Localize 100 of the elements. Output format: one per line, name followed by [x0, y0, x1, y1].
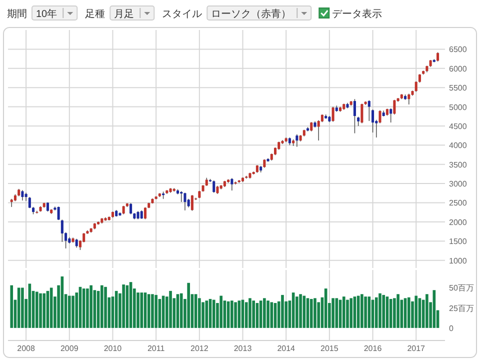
bar — [21, 288, 24, 328]
bar — [306, 298, 310, 328]
x-tick-label: 2017 — [407, 344, 426, 353]
bar — [252, 300, 255, 328]
bar — [147, 294, 150, 328]
x-tick-label: 2008 — [17, 344, 36, 353]
text: 期間 — [7, 8, 27, 20]
bar — [136, 292, 140, 328]
y-tick-label: 6000 — [449, 64, 468, 74]
y-tick-label: 25百万 — [449, 304, 474, 313]
candlestick — [360, 103, 364, 124]
bar — [72, 296, 74, 328]
y-tick-label: 5500 — [449, 84, 468, 93]
bar — [266, 300, 270, 328]
y-tick-label: 4000 — [449, 141, 468, 150]
bar — [198, 298, 201, 328]
bar — [169, 290, 172, 328]
bar — [342, 296, 346, 328]
y-tick-label: 2500 — [449, 198, 468, 208]
x-tick-label: 2010 — [104, 344, 122, 353]
bar — [360, 294, 364, 328]
bar — [335, 298, 338, 328]
bar — [396, 294, 400, 328]
x-tick-label: 2009 — [60, 344, 79, 353]
bar — [162, 296, 165, 328]
bar — [346, 300, 349, 328]
y-tick-label: 6500 — [449, 45, 468, 54]
bar — [35, 292, 38, 328]
x-tick-label: 2012 — [190, 344, 209, 353]
bar — [82, 288, 86, 328]
bar — [270, 302, 274, 328]
bar — [368, 296, 371, 328]
bar — [244, 302, 248, 328]
bar — [104, 286, 107, 328]
candlestick — [230, 178, 234, 191]
bar — [356, 296, 360, 328]
bar — [350, 298, 353, 328]
bar — [90, 285, 92, 328]
y-tick-label: 1000 — [449, 256, 468, 266]
bar — [151, 294, 154, 328]
candlestick — [212, 180, 216, 194]
bar — [299, 294, 302, 328]
bar — [404, 298, 407, 328]
candlestick — [332, 106, 334, 122]
text: ローソク（赤青） — [211, 8, 292, 20]
candlestick — [357, 116, 360, 126]
candlestick — [372, 109, 374, 133]
x-tick-label: 2013 — [234, 344, 252, 353]
candlestick — [184, 192, 186, 211]
bar — [122, 284, 125, 328]
bar — [68, 296, 71, 328]
bar — [263, 298, 266, 328]
y-tick-label: 3500 — [449, 160, 468, 170]
bar — [418, 298, 422, 328]
bar — [202, 302, 204, 328]
y-tick-label: 50百万 — [449, 284, 474, 293]
text: スタイル — [162, 9, 202, 20]
x-tick-label: 2016 — [364, 344, 382, 353]
bar — [230, 300, 234, 328]
bar — [382, 294, 386, 328]
bar — [187, 282, 190, 328]
bar — [414, 296, 418, 328]
bar — [314, 298, 316, 328]
bar — [140, 292, 144, 328]
bar — [39, 293, 42, 328]
bar — [407, 297, 410, 328]
candlestick — [190, 194, 194, 212]
bar — [205, 300, 208, 328]
candlestick — [130, 202, 132, 215]
y-tick-label: 4500 — [449, 122, 468, 131]
bar — [180, 293, 183, 328]
candlestick — [353, 98, 356, 134]
bar — [238, 300, 241, 328]
y-tick-label: 2000 — [449, 218, 468, 227]
candlestick — [57, 206, 60, 220]
bar — [378, 293, 382, 328]
candlestick — [60, 219, 64, 242]
x-tick-label: 2015 — [320, 344, 339, 353]
candlestick — [408, 93, 410, 105]
bar — [220, 296, 222, 328]
text: データ表示 — [332, 8, 382, 20]
bar — [212, 300, 216, 328]
bar — [281, 294, 284, 328]
bar — [393, 298, 396, 328]
y-tick-label: 3000 — [449, 180, 468, 189]
candlestick — [180, 190, 183, 202]
y-tick-label: 1500 — [449, 237, 468, 246]
text: 10年 — [36, 8, 58, 20]
candlestick — [390, 108, 392, 123]
candlestick — [393, 99, 396, 115]
bar — [310, 298, 313, 328]
bar — [114, 290, 118, 328]
candlestick — [414, 81, 418, 92]
candlestick — [28, 196, 31, 209]
bar — [426, 294, 428, 328]
bar — [296, 296, 298, 328]
y-tick-label: 0 — [449, 324, 454, 333]
y-tick-label: 5000 — [449, 102, 468, 112]
candlestick — [310, 122, 313, 132]
bar — [234, 302, 237, 328]
